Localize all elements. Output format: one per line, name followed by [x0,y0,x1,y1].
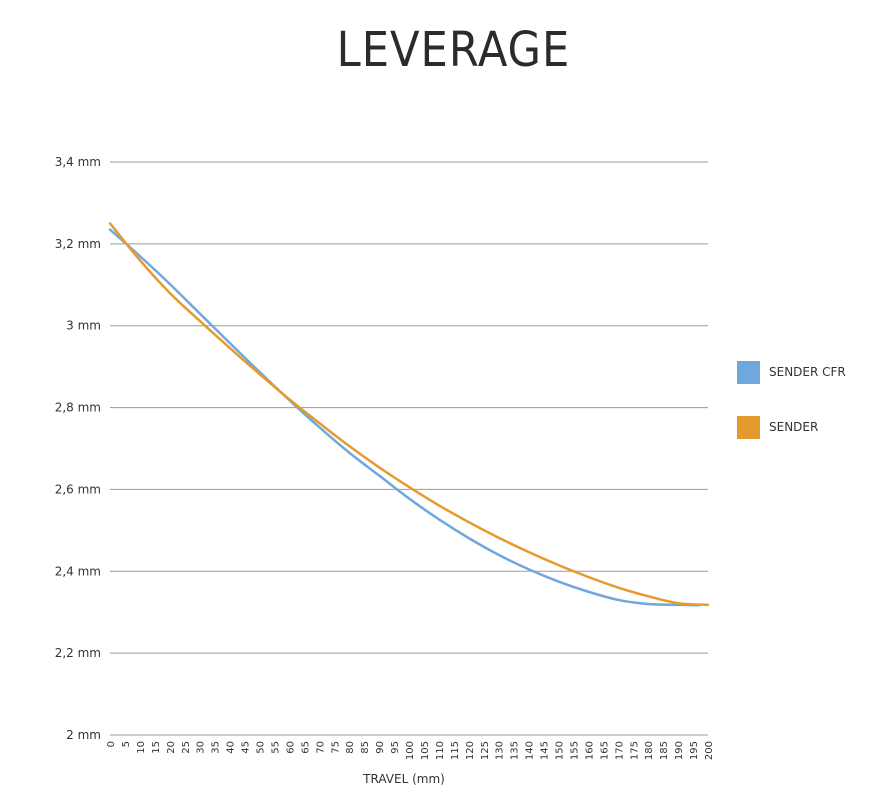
x-tick-label: 185 [659,741,670,760]
x-tick-label: 125 [480,741,491,760]
chart-title: LEVERAGE [336,22,571,78]
x-tick-label: 195 [689,741,700,760]
x-tick-label: 95 [390,741,401,754]
y-tick-label: 3 mm [66,319,101,333]
series-lines [108,222,710,607]
y-tick-label: 2,4 mm [55,564,101,578]
x-tick-label: 130 [495,741,506,760]
x-tick-label: 70 [315,741,326,754]
x-tick-label: 100 [405,741,416,760]
x-tick-label: 25 [181,741,192,754]
legend: SENDER CFR SENDER [737,360,846,470]
y-tick-label: 2 mm [66,728,101,742]
x-tick-label: 75 [330,741,341,754]
x-tick-label: 145 [540,741,551,760]
x-axis-ticks: 0 5 10 15 20 25 30 35 40 45 50 55 60 65 70 75 80 85 90 95 10… [106,741,715,760]
legend-swatch-sender [737,415,760,439]
y-tick-label: 2,6 mm [55,482,101,496]
x-tick-label: 150 [555,741,566,760]
x-tick-label: 65 [300,741,311,754]
x-tick-label: 80 [345,741,356,754]
x-tick-label: 40 [226,741,237,754]
x-tick-label: 160 [584,741,595,760]
x-tick-label: 190 [674,741,685,760]
x-tick-label: 0 [106,741,117,747]
x-tick-label: 170 [614,741,625,760]
x-tick-label: 180 [644,741,655,760]
legend-label-sender-cfr: SENDER CFR [769,365,846,379]
x-tick-label: 35 [211,741,222,754]
x-tick-label: 200 [704,741,715,760]
legend-item-sender-cfr: SENDER CFR [737,360,846,384]
x-tick-label: 10 [136,741,147,754]
gridlines [110,161,708,736]
legend-label-sender: SENDER [769,420,819,434]
x-tick-label: 135 [510,741,521,760]
x-tick-label: 140 [525,741,536,760]
x-tick-label: 85 [360,741,371,754]
x-tick-label: 120 [465,741,476,760]
legend-swatch-sender-cfr [737,360,760,384]
x-tick-label: 110 [435,741,446,760]
series-line-sender [108,222,710,607]
x-tick-label: 175 [629,741,640,760]
series-line-sender-cfr [108,228,701,607]
x-tick-label: 155 [569,741,580,760]
x-tick-label: 55 [270,741,281,754]
x-tick-label: 115 [450,741,461,760]
y-tick-label: 3,2 mm [55,237,101,251]
x-axis-title: TRAVEL (mm) [362,772,445,786]
x-tick-label: 30 [196,741,207,754]
x-tick-label: 60 [285,741,296,754]
y-tick-label: 3,4 mm [55,155,101,169]
y-tick-label: 2,8 mm [55,401,101,415]
x-tick-label: 20 [166,741,177,754]
x-tick-label: 45 [241,741,252,754]
x-tick-label: 90 [375,741,386,754]
legend-item-sender: SENDER [737,415,846,439]
y-axis-ticks: 2 mm 2,2 mm 2,4 mm 2,6 mm 2,8 mm 3 mm 3,2 mm 3,… [55,155,101,742]
x-tick-label: 50 [256,741,267,754]
x-tick-label: 165 [599,741,610,760]
y-tick-label: 2,2 mm [55,646,101,660]
x-tick-label: 5 [121,741,132,747]
x-tick-label: 15 [151,741,162,754]
x-tick-label: 105 [420,741,431,760]
